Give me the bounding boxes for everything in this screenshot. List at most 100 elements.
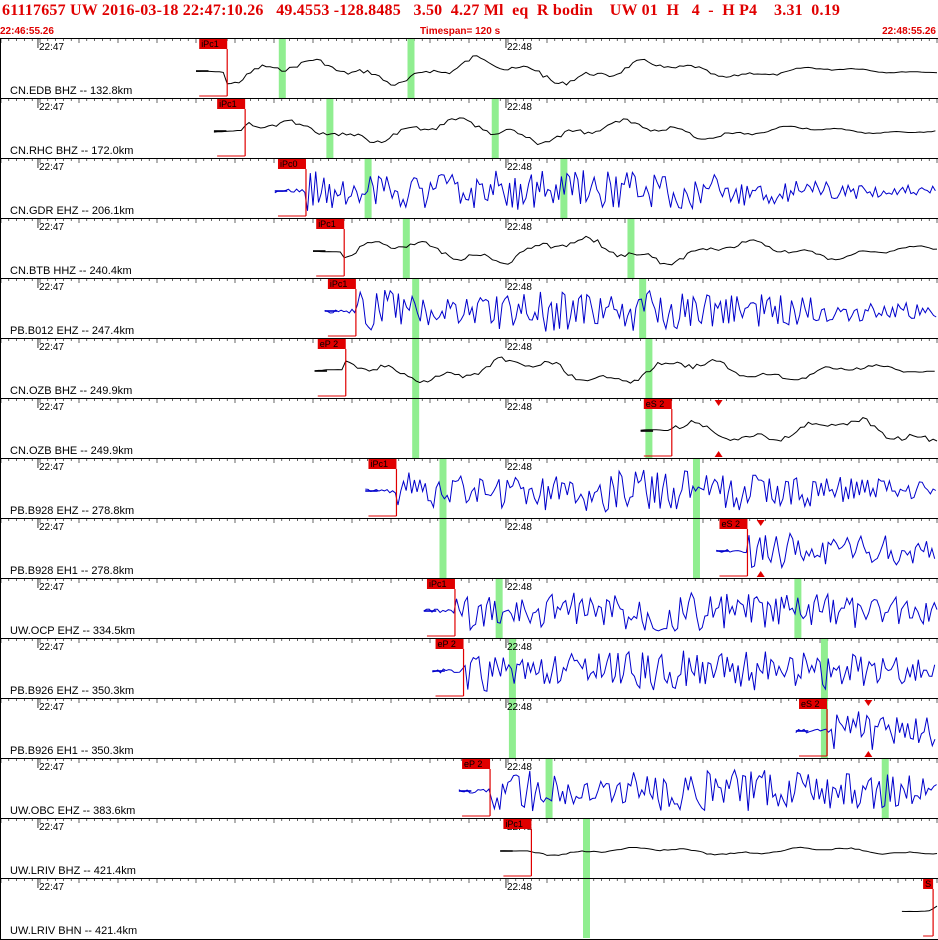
station-label: UW.OCP EHZ -- 334.5km	[10, 625, 135, 637]
minute-label: 22:47	[39, 702, 64, 713]
arrival-band	[881, 759, 889, 818]
waveform	[196, 55, 938, 86]
arrival-band	[560, 159, 568, 218]
pick-label: iPc1	[330, 279, 348, 289]
minute-label: 22:47	[39, 642, 64, 653]
station-label: PB.B926 EH1 -- 350.3km	[10, 745, 134, 757]
minute-label: 22:48	[507, 462, 532, 473]
pick-label: S	[925, 879, 931, 889]
pick-flag	[317, 339, 346, 349]
waveform	[274, 170, 936, 211]
pick-label: eP 2	[464, 759, 482, 769]
pick-flag	[462, 759, 491, 769]
pick-label: iPc1	[219, 99, 237, 109]
arrival-band	[495, 579, 503, 638]
pick-label: iPc0	[280, 159, 298, 169]
arrival-band	[627, 219, 635, 278]
arrival-band	[491, 99, 499, 158]
minute-label: 22:48	[507, 222, 532, 233]
arrival-band	[402, 219, 410, 278]
trace-row: 22:47 22:48 iPc1 CN.BTB HHZ -- 240.4km	[0, 218, 938, 278]
trace-row: 22:47 22:48 iPc0 CN.GDR EHZ -- 206.1km	[0, 158, 938, 218]
station-label: PB.B928 EH1 -- 278.8km	[10, 565, 134, 577]
station-label: CN.EDB BHZ -- 132.8km	[10, 85, 132, 97]
marker-up-icon	[756, 571, 765, 577]
trace-row: 22:47 22:48 iPc1 PB.B012 EHZ -- 247.4km	[0, 278, 938, 338]
arrival-band	[794, 579, 802, 638]
minute-label: 22:47	[39, 402, 64, 413]
pick-flag	[327, 279, 356, 289]
arrival-band	[583, 819, 590, 878]
trace-row: 22:47 22:48 eP 2 CN.OZB BHZ -- 249.9km	[0, 338, 938, 398]
pick-label: eP 2	[438, 639, 456, 649]
pick-label: eS 2	[721, 519, 740, 529]
pick-label: iPc1	[318, 219, 336, 229]
marker-down-icon	[756, 520, 765, 526]
trace-row: 22:47 22:48 eS 2 CN.OZB BHE -- 249.9km	[0, 398, 938, 458]
timespan-label: Timespan= 120 s	[420, 26, 501, 37]
minute-label: 22:48	[507, 882, 532, 893]
event-header: 61117657 UW 2016-03-18 22:47:10.26 49.45…	[0, 0, 938, 37]
arrival-band	[645, 399, 653, 458]
seismogram-panel: 22:47 22:48 iPc1 CN.EDB BHZ -- 132.8km 22:47…	[0, 38, 938, 940]
trace-row: 22:47 22:48 eP 2 UW.OBC EHZ -- 383.6km	[0, 758, 938, 818]
pick-flag	[426, 579, 455, 589]
pick-flag	[217, 99, 246, 109]
minute-label: 22:48	[507, 402, 532, 413]
trace-row: 22:47 22:48 iPc1 UW.OCP EHZ -- 334.5km	[0, 578, 938, 638]
arrival-band	[639, 279, 647, 338]
pick-label: iPc1	[201, 39, 219, 49]
station-label: UW.LRIV BHN -- 421.4km	[10, 925, 137, 937]
arrival-band	[692, 519, 700, 578]
minute-label: 22:47	[39, 762, 64, 773]
station-label: UW.LRIV BHZ -- 421.4km	[10, 865, 136, 877]
pick-flag	[435, 639, 464, 649]
pick-flag	[503, 819, 532, 829]
pick-label: eP 2	[320, 339, 338, 349]
arrival-band	[508, 699, 516, 758]
pick-flag	[368, 459, 397, 469]
waveform	[312, 235, 938, 266]
start-time-label: 22:46:55.26	[0, 26, 54, 37]
station-label: PB.B012 EHZ -- 247.4km	[10, 325, 134, 337]
trace-row: 22:47 22:48 iPc1 CN.EDB BHZ -- 132.8km	[0, 38, 938, 98]
arrival-band	[326, 99, 334, 158]
minute-label: 22:47	[39, 462, 64, 473]
pick-flag	[316, 219, 345, 229]
trace-row: 22:47 22:48 iPc1 PB.B928 EHZ -- 278.8km	[0, 458, 938, 518]
minute-label: 22:48	[507, 342, 532, 353]
station-label: CN.BTB HHZ -- 240.4km	[10, 265, 132, 277]
trace-row: 22:47 22:48 eS 2 PB.B926 EH1 -- 350.3km	[0, 698, 938, 758]
pick-flag	[719, 519, 748, 529]
station-label: PB.B928 EHZ -- 278.8km	[10, 505, 134, 517]
pick-label: iPc1	[370, 459, 388, 469]
pick-flag	[277, 159, 306, 169]
pick-label: iPc1	[429, 579, 447, 589]
pick-label: iPc1	[505, 819, 523, 829]
minute-label: 22:48	[507, 702, 532, 713]
minute-label: 22:47	[39, 162, 64, 173]
minute-label: 22:47	[39, 282, 64, 293]
station-label: PB.B926 EHZ -- 350.3km	[10, 685, 134, 697]
station-label: CN.OZB BHZ -- 249.9km	[10, 385, 132, 397]
arrival-band	[439, 519, 447, 578]
minute-label: 22:47	[39, 822, 64, 833]
minute-label: 22:48	[507, 642, 532, 653]
arrival-band	[545, 759, 553, 818]
minute-label: 22:48	[507, 582, 532, 593]
waveform	[213, 117, 936, 146]
waveform	[795, 711, 936, 750]
waveform	[324, 289, 937, 332]
arrival-band	[412, 339, 420, 398]
minute-label: 22:48	[507, 162, 532, 173]
arrival-band	[645, 339, 653, 398]
pick-label: eS 2	[801, 699, 820, 709]
minute-label: 22:48	[507, 42, 532, 53]
pick-flag	[199, 39, 228, 49]
minute-label: 22:47	[39, 222, 64, 233]
minute-label: 22:47	[39, 882, 64, 893]
waveform	[365, 469, 937, 513]
pick-flag	[799, 699, 828, 709]
arrival-band	[278, 39, 286, 98]
arrival-band	[692, 459, 700, 518]
